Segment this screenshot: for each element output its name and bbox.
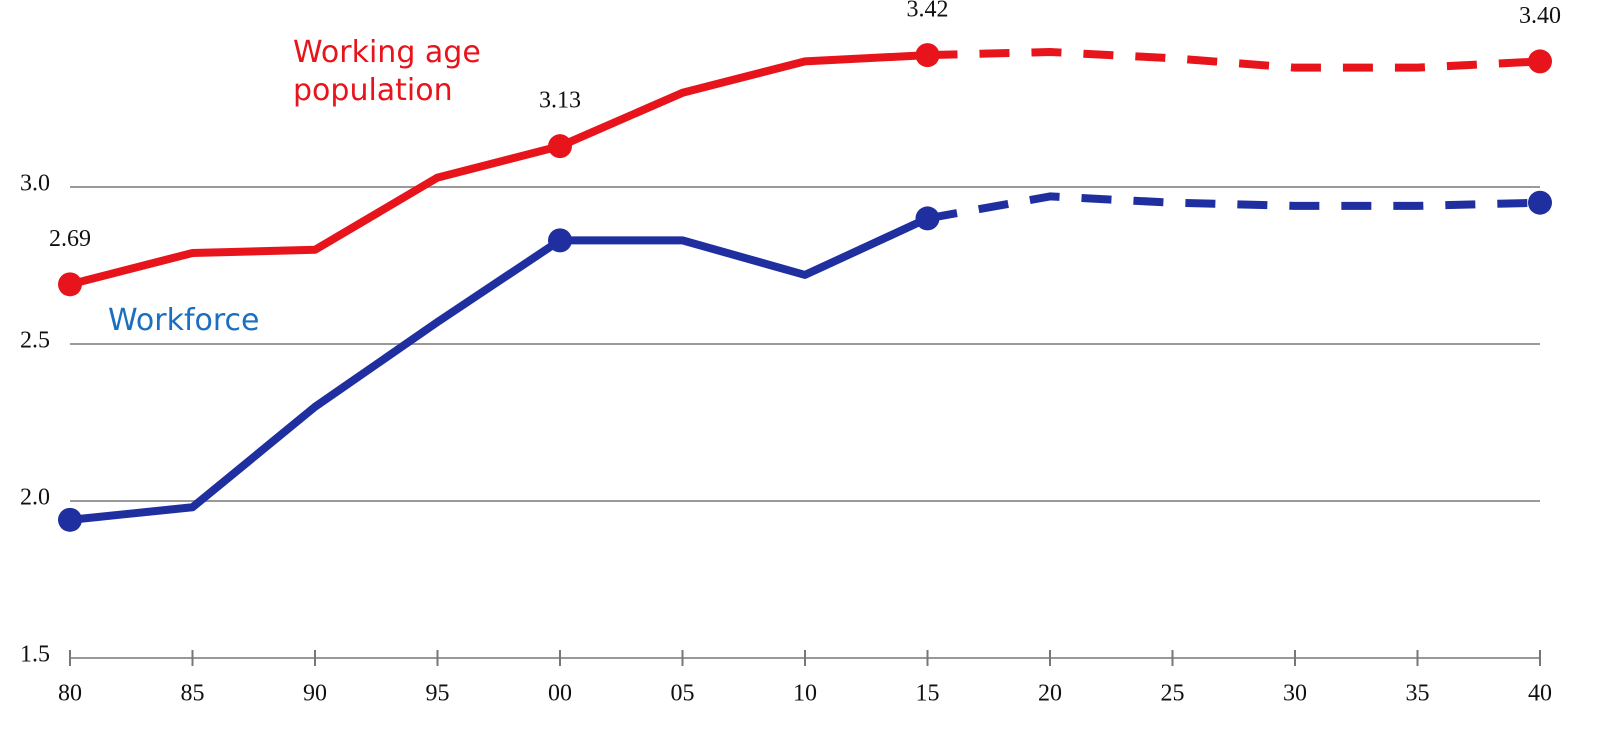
- line: [69, 214, 930, 524]
- y-tick-label: 2.5: [20, 328, 50, 354]
- x-tick-label: 15: [916, 681, 940, 707]
- x-tick-label: 95: [426, 681, 450, 707]
- series-label: Working age population: [293, 35, 481, 108]
- x-tick-label: 80: [58, 681, 82, 707]
- y-tick-label: 3.0: [20, 171, 50, 197]
- data-label: 3.13: [539, 88, 581, 114]
- marker: [915, 206, 940, 231]
- y-tick-label: 1.5: [20, 642, 50, 668]
- x-tick-label: 30: [1283, 681, 1307, 707]
- line: [69, 51, 928, 289]
- series-label: Workforce: [108, 303, 260, 338]
- projection-line: [927, 47, 1541, 72]
- x-tick-label: 40: [1528, 681, 1552, 707]
- x-tick-label: 05: [671, 681, 695, 707]
- marker: [1528, 49, 1552, 74]
- x-tick-label: 20: [1038, 681, 1062, 707]
- marker: [58, 272, 82, 297]
- data-label: 2.69: [49, 226, 91, 252]
- x-tick-label: 85: [181, 681, 205, 707]
- x-tick-label: 90: [303, 681, 327, 707]
- x-tick-label: 25: [1161, 681, 1185, 707]
- x-tick-label: 00: [548, 681, 572, 707]
- marker: [915, 43, 940, 68]
- marker: [548, 134, 572, 159]
- data-label: 3.40: [1519, 3, 1561, 29]
- marker: [1528, 190, 1552, 215]
- marker: [58, 507, 82, 532]
- data-label: 3.42: [907, 0, 949, 23]
- x-tick-label: 10: [793, 681, 817, 707]
- y-tick-label: 2.0: [20, 485, 50, 511]
- marker: [548, 228, 572, 253]
- projection-line: [926, 192, 1541, 223]
- x-tick-label: 35: [1406, 681, 1430, 707]
